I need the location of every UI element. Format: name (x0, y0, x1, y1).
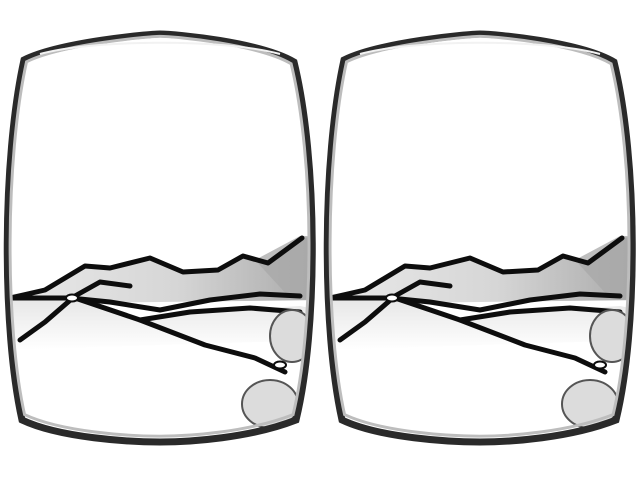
lens-frame-inner (8, 34, 311, 438)
waypoint-marker (65, 293, 79, 303)
scene-content (327, 34, 633, 442)
ridge-line-4 (72, 295, 288, 375)
waypoint-marker (273, 360, 287, 370)
waypoint-marker (593, 360, 607, 370)
mountain-range (7, 236, 313, 304)
right-eye-view (320, 0, 640, 480)
lens-view (323, 30, 636, 446)
shaded-slope (255, 236, 313, 300)
waypoint-marker (385, 293, 399, 303)
lens-frame-inner (328, 34, 631, 438)
lens-frame-icon (323, 30, 636, 446)
mountain-range (327, 236, 633, 304)
rock-group (561, 309, 633, 429)
shaded-slope (575, 236, 633, 300)
sky (327, 34, 633, 442)
ridge-line-5 (457, 305, 623, 323)
lens-view (0, 0, 320, 480)
left-eye-view (0, 0, 320, 480)
lens-highlight (39, 41, 281, 55)
ridge-line-5 (137, 305, 303, 323)
sky (0, 0, 320, 480)
ridge-line-4 (392, 295, 608, 375)
ridge-line-1 (327, 235, 625, 301)
scene-content (0, 0, 320, 480)
ridge-line-1 (7, 235, 305, 301)
lens-frame-icon (3, 30, 316, 446)
lens-highlight (359, 41, 601, 55)
